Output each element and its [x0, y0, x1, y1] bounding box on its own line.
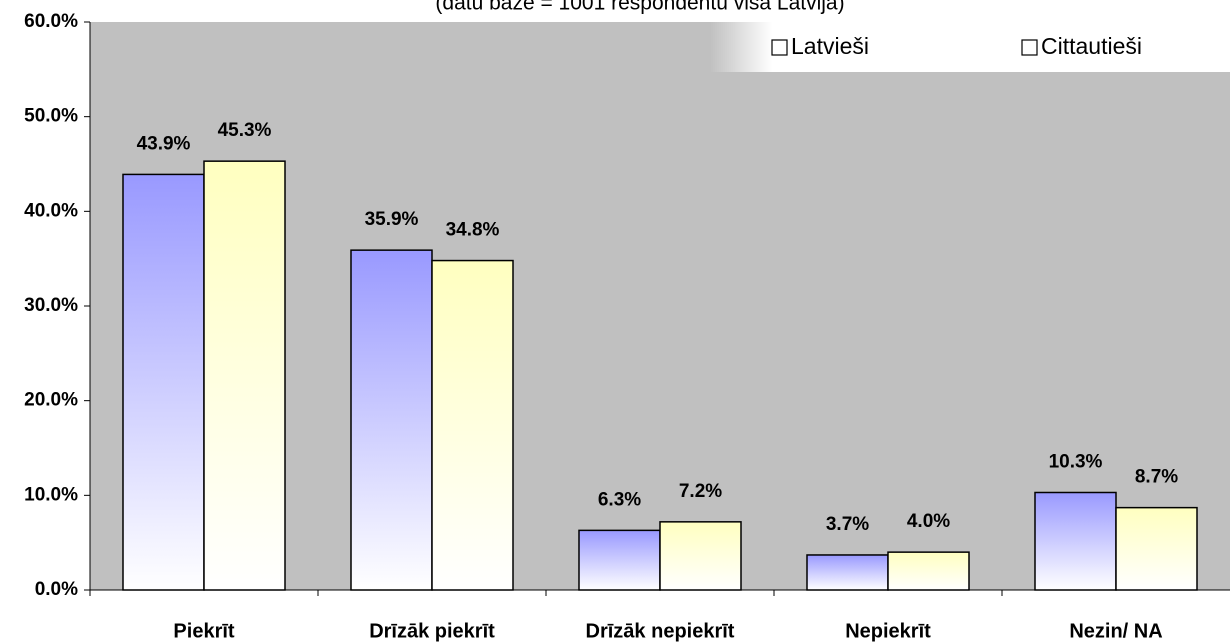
data-label: 4.0%	[907, 511, 950, 532]
bar	[806, 554, 889, 591]
data-label: 34.8%	[446, 220, 500, 241]
data-label: 7.2%	[679, 481, 722, 502]
data-label: 3.7%	[826, 514, 869, 535]
legend-label: Cittautieši	[1041, 33, 1142, 59]
legend-swatch	[771, 39, 788, 56]
bar	[122, 173, 205, 591]
y-tick-label: 30.0%	[24, 295, 78, 316]
y-tick-label: 60.0%	[24, 11, 78, 32]
bar	[350, 249, 433, 591]
bar	[578, 529, 661, 591]
x-tick-label: Nezin/ NA	[1069, 620, 1162, 642]
y-tick-label: 20.0%	[24, 390, 78, 411]
x-tick-label: Drīzāk piekrīt	[369, 620, 495, 642]
data-label: 10.3%	[1049, 452, 1103, 473]
data-label: 35.9%	[365, 209, 419, 230]
x-tick-label: Drīzāk nepiekrīt	[586, 620, 735, 642]
y-tick-label: 0.0%	[35, 579, 78, 600]
x-tick-label: Piekrīt	[173, 620, 234, 642]
bar	[1115, 506, 1198, 591]
data-label: 45.3%	[218, 120, 272, 141]
bar	[203, 160, 286, 591]
y-tick-label: 40.0%	[24, 200, 78, 221]
y-tick-label: 50.0%	[24, 106, 78, 127]
legend-swatch	[1021, 39, 1038, 56]
subtitle: (datu bāze = 1001 respondentu visā Latvi…	[435, 0, 844, 15]
legend-label: Latvieši	[791, 33, 869, 59]
legend-box	[710, 22, 1230, 72]
bar	[431, 259, 514, 591]
data-label: 43.9%	[137, 133, 191, 154]
bar	[887, 551, 970, 591]
data-label: 8.7%	[1135, 467, 1178, 488]
bar	[659, 521, 742, 591]
data-label: 6.3%	[598, 489, 641, 510]
bar	[1034, 491, 1117, 591]
x-tick-label: Nepiekrīt	[845, 620, 931, 642]
y-tick-label: 10.0%	[24, 484, 78, 505]
